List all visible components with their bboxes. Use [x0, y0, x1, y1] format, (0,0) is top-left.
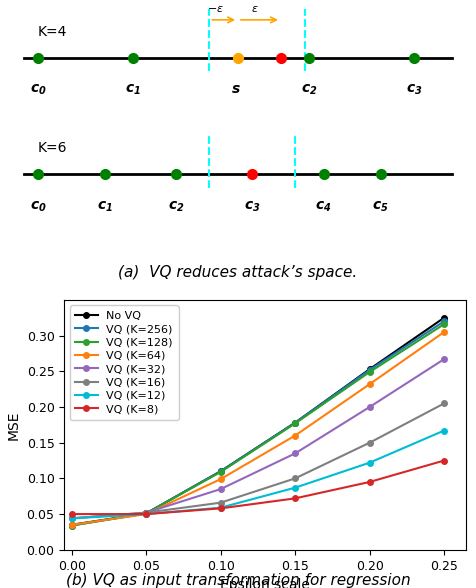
- VQ (K=8): [143, 510, 149, 517]
- Text: K=4: K=4: [38, 25, 68, 39]
- Line: VQ (K=128): VQ (K=128): [69, 322, 447, 528]
- VQ (K=128): [218, 469, 224, 476]
- No VQ: [441, 314, 447, 321]
- VQ (K=16): [218, 499, 224, 506]
- VQ (K=64): [143, 510, 149, 517]
- Text: $\bfit{c}_3$: $\bfit{c}_3$: [406, 83, 422, 97]
- VQ (K=128): [367, 369, 373, 376]
- Line: VQ (K=12): VQ (K=12): [69, 427, 447, 521]
- VQ (K=128): [143, 510, 149, 517]
- VQ (K=128): [292, 420, 298, 427]
- VQ (K=32): [292, 450, 298, 457]
- Text: $\varepsilon$: $\varepsilon$: [251, 4, 258, 14]
- VQ (K=64): [69, 521, 75, 528]
- Line: VQ (K=256): VQ (K=256): [69, 319, 447, 528]
- VQ (K=64): [218, 476, 224, 483]
- VQ (K=12): [143, 510, 149, 517]
- Text: (b) VQ as input transformation for regression: (b) VQ as input transformation for regre…: [66, 573, 410, 588]
- VQ (K=256): [367, 366, 373, 373]
- VQ (K=64): [441, 329, 447, 336]
- VQ (K=8): [367, 479, 373, 486]
- Text: $\bfit{c}_0$: $\bfit{c}_0$: [30, 83, 47, 97]
- VQ (K=32): [441, 356, 447, 363]
- VQ (K=128): [441, 320, 447, 328]
- X-axis label: Epsilon scale: Epsilon scale: [220, 578, 310, 588]
- VQ (K=64): [367, 380, 373, 387]
- VQ (K=16): [441, 400, 447, 407]
- VQ (K=16): [143, 509, 149, 516]
- VQ (K=256): [143, 510, 149, 517]
- VQ (K=256): [292, 419, 298, 426]
- No VQ: [218, 467, 224, 475]
- Text: $\bfit{c}_4$: $\bfit{c}_4$: [316, 199, 332, 213]
- VQ (K=12): [441, 427, 447, 434]
- Text: $\bfit{s}$: $\bfit{s}$: [231, 82, 240, 96]
- VQ (K=16): [69, 515, 75, 522]
- VQ (K=32): [218, 486, 224, 493]
- Text: (a)  VQ reduces attack’s space.: (a) VQ reduces attack’s space.: [119, 265, 357, 279]
- Text: $\bfit{c}_2$: $\bfit{c}_2$: [301, 83, 317, 97]
- VQ (K=8): [292, 495, 298, 502]
- Text: $\bfit{c}_2$: $\bfit{c}_2$: [168, 199, 184, 213]
- No VQ: [367, 366, 373, 373]
- No VQ: [143, 510, 149, 517]
- VQ (K=256): [69, 522, 75, 529]
- Text: $\bfit{c}_3$: $\bfit{c}_3$: [244, 199, 260, 213]
- VQ (K=256): [441, 318, 447, 325]
- Text: $\bfit{c}_5$: $\bfit{c}_5$: [373, 199, 389, 213]
- VQ (K=32): [69, 515, 75, 522]
- Text: $-\varepsilon$: $-\varepsilon$: [207, 4, 224, 14]
- No VQ: [292, 419, 298, 426]
- VQ (K=128): [69, 522, 75, 529]
- Text: $\bfit{c}_1$: $\bfit{c}_1$: [125, 83, 141, 97]
- VQ (K=16): [367, 439, 373, 446]
- Text: $\bfit{c}_1$: $\bfit{c}_1$: [97, 199, 113, 213]
- Line: No VQ: No VQ: [69, 315, 447, 527]
- Line: VQ (K=64): VQ (K=64): [69, 329, 447, 527]
- VQ (K=12): [218, 504, 224, 511]
- VQ (K=32): [143, 509, 149, 516]
- VQ (K=8): [218, 505, 224, 512]
- VQ (K=8): [441, 457, 447, 464]
- VQ (K=64): [292, 432, 298, 439]
- Line: VQ (K=32): VQ (K=32): [69, 356, 447, 521]
- VQ (K=12): [292, 484, 298, 491]
- Y-axis label: MSE: MSE: [7, 410, 21, 440]
- Legend: No VQ, VQ (K=256), VQ (K=128), VQ (K=64), VQ (K=32), VQ (K=16), VQ (K=12), VQ (K: No VQ, VQ (K=256), VQ (K=128), VQ (K=64)…: [70, 305, 178, 420]
- VQ (K=16): [292, 475, 298, 482]
- Line: VQ (K=16): VQ (K=16): [69, 400, 447, 521]
- VQ (K=32): [367, 403, 373, 410]
- VQ (K=12): [69, 515, 75, 522]
- VQ (K=8): [69, 510, 75, 517]
- VQ (K=256): [218, 467, 224, 475]
- Text: $\bfit{c}_0$: $\bfit{c}_0$: [30, 199, 47, 213]
- VQ (K=12): [367, 459, 373, 466]
- Text: K=6: K=6: [38, 141, 68, 155]
- No VQ: [69, 521, 75, 528]
- Line: VQ (K=8): VQ (K=8): [69, 457, 447, 517]
